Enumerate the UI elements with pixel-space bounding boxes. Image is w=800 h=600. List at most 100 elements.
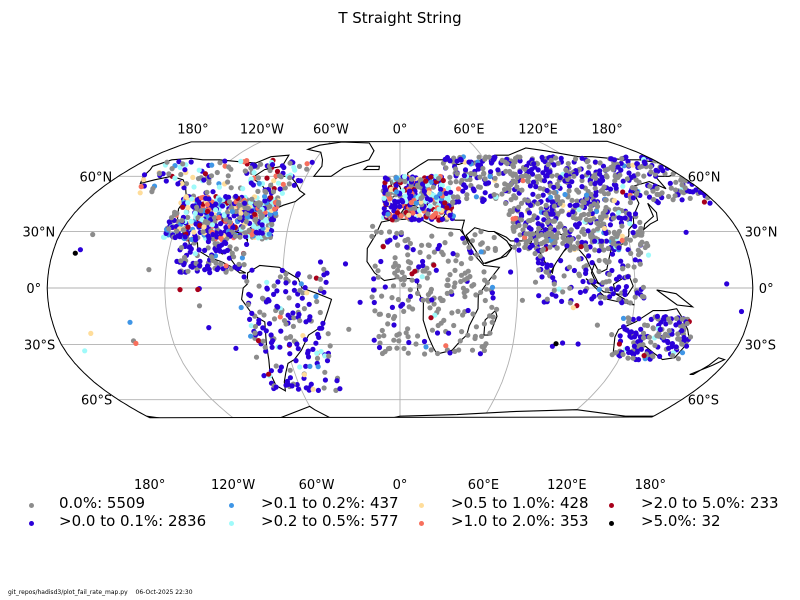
station-point <box>460 235 466 241</box>
station-point <box>508 269 514 275</box>
station-point <box>612 231 618 237</box>
station-point <box>616 296 622 302</box>
station-point <box>208 211 215 217</box>
station-point <box>452 267 458 273</box>
station-point <box>681 334 687 341</box>
station-point <box>533 240 539 246</box>
station-point <box>261 373 267 379</box>
station-point <box>549 343 556 349</box>
greenland-coastline <box>305 141 375 177</box>
station-point <box>494 182 500 189</box>
station-point <box>634 161 640 167</box>
station-point <box>419 274 425 280</box>
station-point <box>227 219 233 225</box>
station-point <box>310 346 316 352</box>
station-point <box>243 219 249 225</box>
station-point <box>461 173 467 179</box>
station-point <box>405 259 411 265</box>
station-point <box>393 183 399 189</box>
station-point <box>619 233 625 239</box>
station-point <box>592 238 598 244</box>
station-point <box>588 181 594 187</box>
station-point <box>291 182 297 188</box>
station-point <box>576 256 582 262</box>
station-point <box>180 204 186 210</box>
station-point <box>442 240 448 246</box>
station-point <box>531 161 537 167</box>
station-point <box>259 295 266 301</box>
station-point <box>214 169 220 176</box>
station-point <box>636 252 642 258</box>
station-point <box>465 307 471 314</box>
station-point <box>596 248 602 254</box>
station-point <box>291 287 297 293</box>
station-point <box>438 320 444 326</box>
station-point <box>679 350 686 356</box>
station-point <box>405 350 411 356</box>
station-point <box>591 293 597 300</box>
station-point <box>679 182 685 188</box>
station-point <box>301 306 307 312</box>
station-point <box>251 223 257 229</box>
station-point <box>598 243 605 249</box>
station-point <box>289 383 295 389</box>
station-point <box>410 210 416 216</box>
station-point <box>325 331 331 337</box>
station-point <box>404 244 410 250</box>
station-point <box>477 351 483 357</box>
station-point <box>631 173 637 179</box>
station-point <box>454 252 460 258</box>
station-point <box>630 195 637 201</box>
station-point <box>424 265 430 271</box>
station-point <box>631 343 638 349</box>
station-point <box>294 382 300 388</box>
station-point <box>207 270 213 276</box>
station-point <box>507 168 513 175</box>
station-point <box>248 323 254 329</box>
station-point <box>223 224 229 231</box>
station-point <box>548 262 554 268</box>
station-point <box>473 194 479 200</box>
station-point <box>676 336 682 342</box>
station-point <box>425 211 431 217</box>
station-point <box>701 199 708 205</box>
station-point <box>519 213 525 219</box>
station-point <box>442 200 448 206</box>
station-point <box>675 331 681 337</box>
station-point <box>174 210 180 216</box>
station-point <box>640 284 647 290</box>
station-point <box>377 340 383 346</box>
station-point <box>586 211 592 217</box>
station-point <box>208 254 215 260</box>
station-point <box>457 338 463 344</box>
station-point <box>597 214 604 220</box>
station-point <box>183 194 189 200</box>
station-point <box>373 229 380 235</box>
station-point <box>388 186 394 192</box>
station-point <box>543 202 549 208</box>
station-point <box>412 205 418 211</box>
legend-marker <box>419 521 424 526</box>
station-point <box>256 283 262 289</box>
station-point <box>638 241 644 247</box>
station-point <box>378 229 384 235</box>
station-point <box>406 265 412 271</box>
station-point <box>564 243 570 249</box>
station-point <box>166 219 172 225</box>
station-point <box>376 344 383 351</box>
station-point <box>314 350 320 356</box>
station-point <box>266 231 272 237</box>
station-point <box>229 209 235 215</box>
station-point <box>514 174 520 181</box>
station-point <box>673 187 679 193</box>
station-point <box>277 274 283 280</box>
station-point <box>416 213 422 219</box>
station-point <box>468 249 474 255</box>
legend-item: >0.2 to 0.5%: 577 <box>261 512 399 530</box>
station-point <box>415 290 421 296</box>
station-point <box>299 295 305 301</box>
station-point <box>210 189 216 195</box>
station-point <box>218 231 224 237</box>
station-point <box>622 288 628 294</box>
station-point <box>502 159 508 165</box>
